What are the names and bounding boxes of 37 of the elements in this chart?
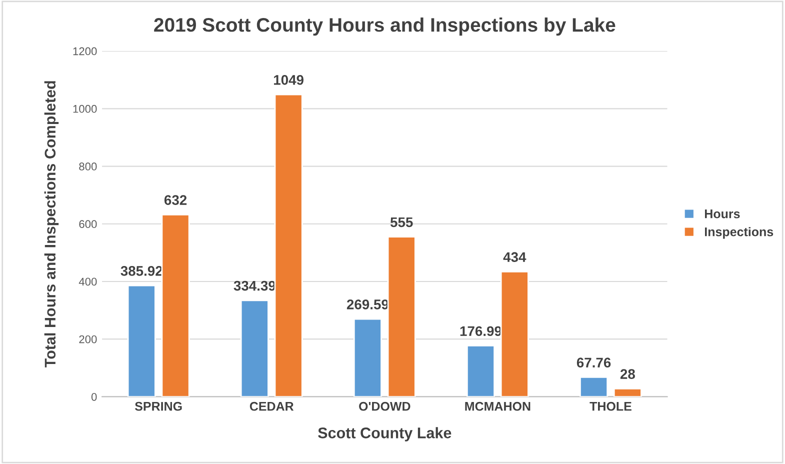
bar	[466, 345, 495, 397]
y-tick-label: 200	[79, 335, 97, 344]
data-label: 434	[503, 252, 526, 262]
legend-label: Hours	[704, 210, 740, 218]
bar	[127, 284, 156, 397]
bar	[580, 376, 608, 397]
data-label: 1049	[274, 75, 304, 85]
x-tick-label: THOLE	[590, 402, 632, 411]
legend-label: Inspections	[704, 227, 774, 239]
bar	[240, 300, 269, 397]
y-tick-label: 0	[91, 392, 97, 401]
data-label: 28	[620, 369, 635, 379]
y-tick-label: 600	[79, 220, 97, 228]
y-tick-label: 1000	[73, 104, 97, 113]
data-label: 67.76	[576, 358, 611, 368]
bar	[274, 94, 303, 397]
y-axis-title: Total Hours and Inspections Completed	[44, 81, 59, 368]
x-axis-title: Scott County Lake	[318, 427, 452, 442]
bar	[500, 271, 529, 397]
data-label: 176.99	[460, 326, 502, 336]
y-tick-label: 800	[79, 162, 97, 170]
y-tick-label: 400	[78, 278, 97, 286]
x-tick-label: O'DOWD	[359, 402, 410, 411]
data-label: 269.59	[346, 300, 388, 310]
data-label: 632	[164, 195, 187, 205]
data-label: 334.39	[234, 280, 276, 291]
x-tick-label: MCMAHON	[465, 402, 530, 411]
data-label: 385.92	[120, 266, 162, 276]
y-tick-label: 1200	[73, 47, 97, 56]
bar	[161, 214, 190, 397]
bar	[387, 236, 416, 397]
x-tick-label: CEDAR	[250, 402, 294, 411]
chart-title: 2019 Scott County Hours and Inspections by Lake	[154, 18, 616, 36]
bar	[613, 388, 642, 397]
x-tick-label: SPRING	[134, 402, 182, 411]
data-label: 555	[390, 217, 413, 228]
bar	[353, 318, 382, 397]
